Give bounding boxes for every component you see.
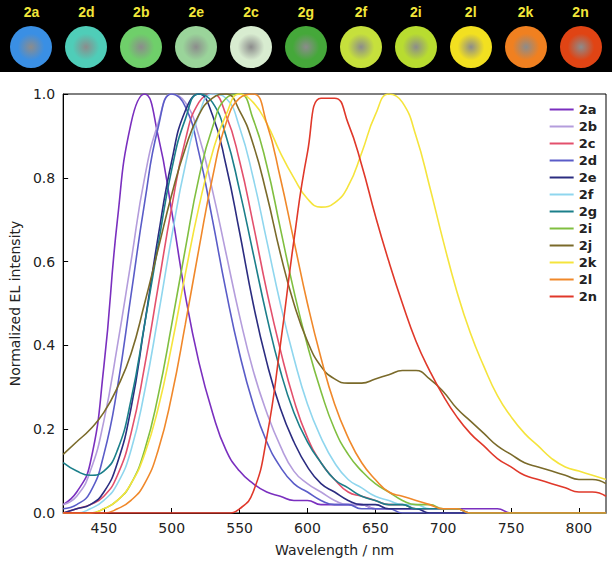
svg-text:2a: 2a: [579, 102, 597, 117]
html-text:2n: 2n: [572, 4, 589, 20]
svg-text:0.0: 0.0: [33, 505, 55, 521]
svg-text:2j: 2j: [579, 238, 593, 253]
svg-text:700: 700: [430, 520, 457, 536]
html-text:2c: 2c: [243, 4, 259, 20]
html-text:2e: 2e: [188, 4, 204, 20]
svg-text:0.4: 0.4: [33, 337, 55, 353]
svg-text:0.6: 0.6: [33, 254, 55, 270]
html-text:2k: 2k: [517, 4, 534, 20]
svg-text:2c: 2c: [579, 136, 596, 151]
svg-text:500: 500: [158, 520, 185, 536]
svg-text:550: 550: [226, 520, 253, 536]
html-text:2g: 2g: [297, 4, 315, 20]
svg-text:450: 450: [91, 520, 118, 536]
svg-text:750: 750: [498, 520, 525, 536]
svg-text:2i: 2i: [579, 221, 593, 236]
svg-text:2d: 2d: [579, 153, 597, 168]
svg-text:Wavelength / nm: Wavelength / nm: [275, 542, 394, 558]
html-text:2f: 2f: [354, 4, 368, 20]
html-text:2d: 2d: [78, 4, 95, 20]
svg-text:0.2: 0.2: [33, 421, 55, 437]
svg-text:0.8: 0.8: [33, 170, 55, 186]
svg-text:2g: 2g: [579, 204, 597, 219]
svg-text:Normalized EL intensity: Normalized EL intensity: [7, 221, 23, 387]
svg-text:2b: 2b: [579, 119, 597, 134]
svg-text:800: 800: [565, 520, 592, 536]
svg-text:2n: 2n: [579, 289, 597, 304]
html-text:2b: 2b: [133, 4, 150, 20]
html-text:2a: 2a: [23, 4, 40, 20]
svg-text:2e: 2e: [579, 170, 597, 185]
html-text:2i: 2i: [410, 4, 422, 20]
svg-text:2k: 2k: [579, 255, 597, 270]
svg-text:650: 650: [362, 520, 389, 536]
svg-text:600: 600: [294, 520, 321, 536]
html-text:2l: 2l: [464, 4, 477, 20]
svg-text:2l: 2l: [579, 272, 593, 287]
svg-text:2f: 2f: [579, 187, 594, 202]
svg-text:1.0: 1.0: [33, 86, 55, 102]
